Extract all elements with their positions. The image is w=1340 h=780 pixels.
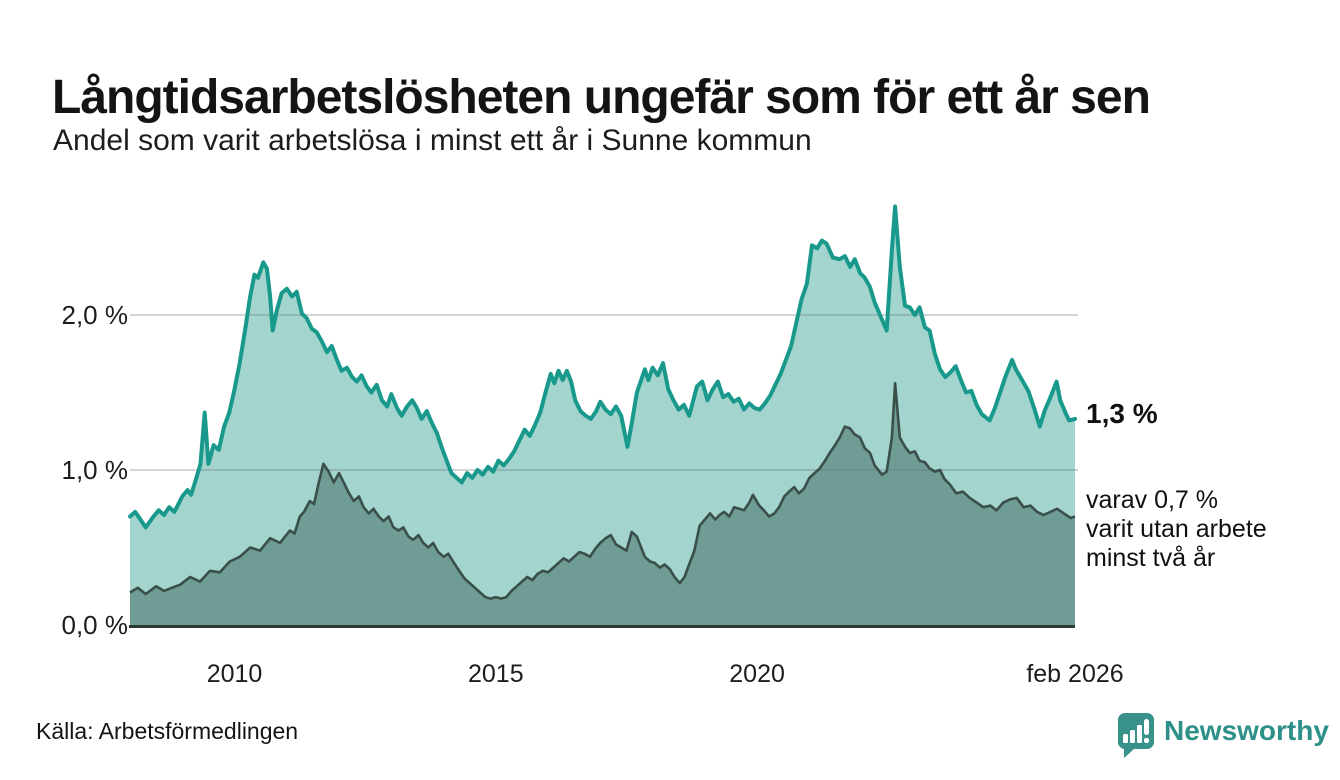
- newsworthy-brand: Newsworthy: [1115, 711, 1329, 764]
- latest-two-years-line3: minst två år: [1086, 544, 1216, 572]
- newsworthy-wordmark: Newsworthy: [1164, 715, 1329, 746]
- line-two-years: [129, 381, 1076, 600]
- x-axis-label: 2010: [206, 660, 263, 688]
- area-fill-two-years: [130, 383, 1075, 625]
- y-axis-label: 1,0 %: [61, 455, 129, 485]
- x-axis-label: 2020: [729, 660, 785, 688]
- newsworthy-logo-icon: [1115, 711, 1155, 764]
- latest-two-years-line2: varit utan arbete: [1086, 515, 1267, 543]
- latest-two-years-line1: varav 0,7 %: [1086, 486, 1219, 514]
- y-axis-label: 2,0 %: [61, 300, 129, 330]
- y-axis-label: 0,0 %: [61, 610, 129, 640]
- latest-value-label-two-years: varav 0,7 % varit utan arbete minst två …: [1086, 486, 1267, 573]
- chart-subtitle: Andel som varit arbetslösa i minst ett å…: [53, 124, 812, 157]
- x-axis-label: 2015: [468, 660, 524, 688]
- x-axis-label: feb 2026: [1026, 660, 1124, 688]
- latest-value-label-total: 1,3 %: [1086, 398, 1158, 429]
- page-title: Långtidsarbetslösheten ungefär som för e…: [52, 71, 1151, 125]
- source-credit: Källa: Arbetsförmedlingen: [36, 718, 299, 744]
- line-one-year: [128, 204, 1077, 530]
